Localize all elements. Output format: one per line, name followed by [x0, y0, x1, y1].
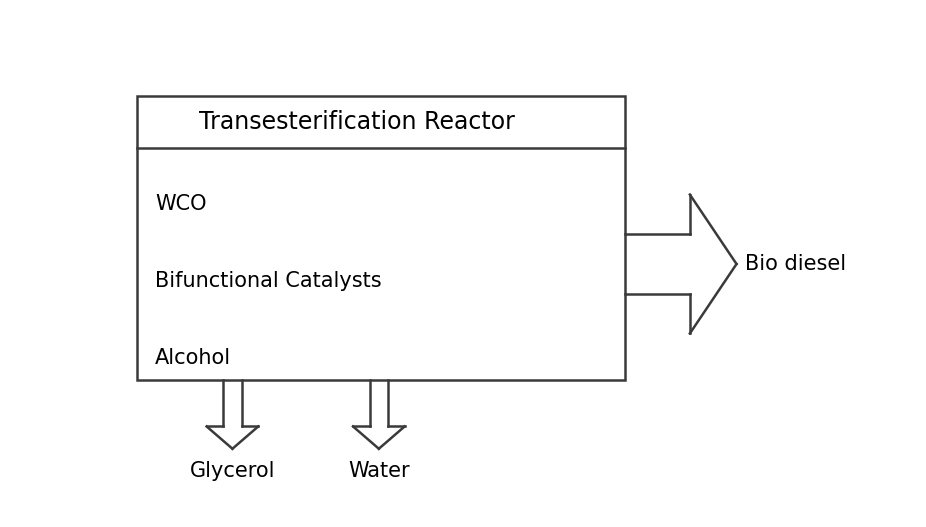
Text: Water: Water — [348, 461, 409, 481]
Bar — [137, 96, 625, 380]
Text: WCO: WCO — [156, 194, 206, 214]
Text: Alcohol: Alcohol — [156, 348, 232, 368]
Text: Transesterification Reactor: Transesterification Reactor — [199, 110, 515, 134]
Text: Glycerol: Glycerol — [190, 461, 275, 481]
Text: Bio diesel: Bio diesel — [745, 254, 846, 274]
Text: Bifunctional Catalysts: Bifunctional Catalysts — [156, 271, 382, 291]
